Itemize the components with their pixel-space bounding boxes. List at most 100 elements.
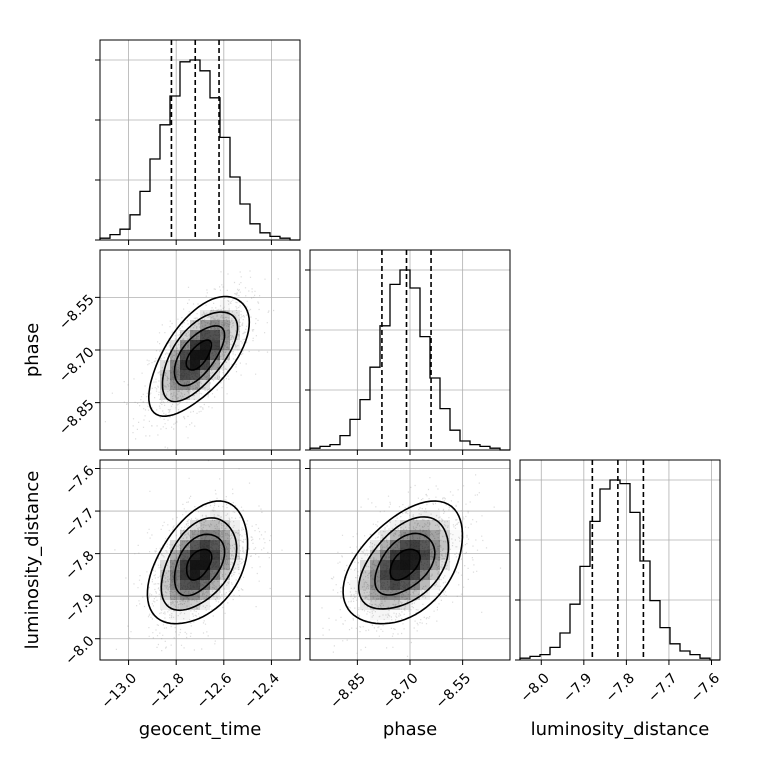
density-cell (190, 350, 200, 360)
density-cell (210, 560, 220, 570)
density-cell (190, 550, 200, 560)
density-cell (180, 330, 190, 340)
panel-frame (519, 459, 721, 661)
density-cell (380, 560, 390, 570)
density-cell (160, 580, 170, 590)
contour-line (160, 517, 238, 612)
density-cell (210, 310, 220, 320)
density-cell (230, 530, 240, 540)
density-cell (410, 560, 420, 570)
density-cell (190, 600, 200, 610)
density-cell (440, 530, 450, 540)
density-cell (440, 550, 450, 560)
density-cell (430, 540, 440, 550)
density-cell (220, 570, 230, 580)
density-cell (190, 360, 200, 370)
density-cell (190, 380, 200, 390)
x-axis-label-phase: phase (383, 719, 437, 740)
panel-content (321, 474, 502, 660)
density-cell (190, 320, 200, 330)
sample-points (321, 474, 502, 660)
contour-line (185, 339, 213, 371)
density-cell (400, 560, 410, 570)
density-cell (360, 570, 370, 580)
density-cell (430, 530, 440, 540)
sample-points (104, 270, 279, 450)
density-cell (410, 540, 420, 550)
density-cell (170, 600, 180, 610)
density-cell (180, 550, 190, 560)
density-cell (210, 360, 220, 370)
density-cell (370, 590, 380, 600)
density-cell (220, 520, 230, 530)
density-cell (180, 600, 190, 610)
density-cell (370, 540, 380, 550)
density-cell (200, 320, 210, 330)
contour-line (342, 500, 464, 625)
density-cell (210, 370, 220, 380)
density-cell (410, 590, 420, 600)
density-cell (210, 510, 220, 520)
density-cell (190, 540, 200, 550)
density-cell (390, 530, 400, 540)
density-cell (170, 560, 180, 570)
density-cell (430, 560, 440, 570)
scatter-panel-geocent_time-vs-phase (99, 249, 301, 451)
density-cell (210, 320, 220, 330)
density-cell (430, 580, 440, 590)
density-cell (180, 570, 190, 580)
y-axis-label-luminosity_distance: luminosity_distance (22, 471, 43, 650)
density-cell (210, 580, 220, 590)
density-cell (180, 530, 190, 540)
density-cell (360, 580, 370, 590)
density-cell (450, 530, 460, 540)
density-cell (410, 510, 420, 520)
density-cell (200, 600, 210, 610)
density-cell (220, 340, 230, 350)
density-cell (380, 580, 390, 590)
density-cell (190, 560, 200, 570)
density-cell (440, 520, 450, 530)
density-cell (420, 590, 430, 600)
density-cell (200, 570, 210, 580)
density-cell (170, 380, 180, 390)
density-cell (160, 370, 170, 380)
density-cell (230, 560, 240, 570)
x-tick-label: −12.8 (146, 670, 188, 712)
density-cell (230, 310, 240, 320)
density-cell (200, 560, 210, 570)
density-cell (190, 590, 200, 600)
density-cell (180, 360, 190, 370)
density-cell (190, 520, 200, 530)
density-cell (390, 580, 400, 590)
density-cell (440, 540, 450, 550)
density-cell (390, 550, 400, 560)
density-cell (210, 540, 220, 550)
y-tick-label: −7.9 (62, 591, 97, 626)
density-cell (360, 590, 370, 600)
x-tick-label: −7.9 (560, 670, 595, 705)
panel-frame (99, 459, 301, 661)
density-cell (230, 520, 240, 530)
contour-line (389, 548, 421, 581)
y-tick-label: −7.7 (62, 505, 97, 540)
density-cell (190, 530, 200, 540)
density-cell (190, 370, 200, 380)
histogram-step (99, 59, 300, 241)
x-tick-label: −8.55 (433, 670, 475, 712)
density-cell (420, 580, 430, 590)
density-cell (400, 580, 410, 590)
density-cell (370, 560, 380, 570)
density-cell (180, 610, 190, 620)
density-cell (390, 600, 400, 610)
density-cell (210, 340, 220, 350)
density-cell (210, 570, 220, 580)
y-tick-label: −7.6 (62, 463, 97, 498)
density-cell (230, 340, 240, 350)
scatter-panel-geocent_time-vs-luminosity_distance (99, 459, 301, 661)
histogram-step (309, 269, 510, 451)
density-cell (200, 580, 210, 590)
density-cell (220, 530, 230, 540)
density-cell (210, 330, 220, 340)
